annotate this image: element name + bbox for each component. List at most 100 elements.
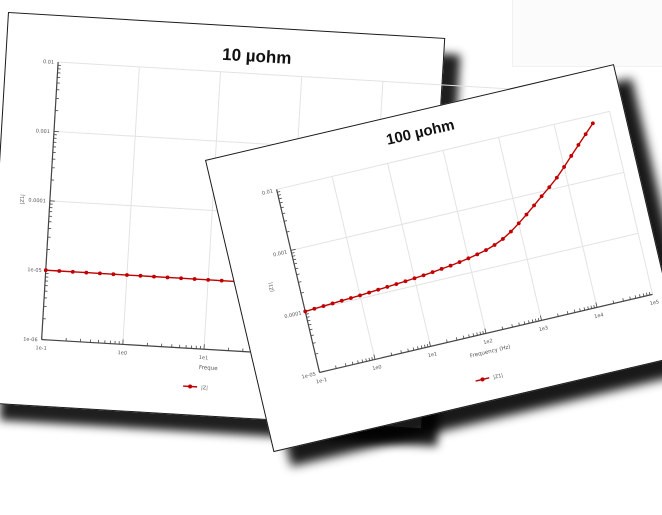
data-point <box>330 301 335 306</box>
data-point <box>84 270 89 275</box>
x-tick-mark <box>446 339 448 343</box>
data-point <box>466 256 471 261</box>
x-tick-mark <box>648 291 651 296</box>
x-tick-label: 1e1 <box>199 355 209 362</box>
x-tick-mark <box>361 359 364 363</box>
y-tick-mark <box>312 342 316 344</box>
y-tick-label: 0.01 <box>43 59 54 66</box>
x-tick-mark <box>455 337 458 341</box>
x-tick-mark <box>482 330 484 335</box>
x-tick-mark <box>365 358 367 362</box>
x-tick-label: 1e1 <box>427 351 438 359</box>
data-point <box>376 287 381 292</box>
chart-title: 10 µohm <box>222 45 292 68</box>
data-point <box>516 221 521 226</box>
x-tick-mark <box>539 315 542 321</box>
y-gridline <box>290 171 624 251</box>
data-point <box>165 275 170 280</box>
data-point <box>385 284 390 289</box>
x-tick-mark <box>318 367 320 373</box>
x-tick-mark <box>400 350 402 354</box>
x-gridline <box>498 137 543 321</box>
data-point <box>219 278 224 283</box>
x-tick-mark <box>357 360 359 364</box>
y-tick-mark <box>293 258 297 261</box>
data-point <box>312 306 317 311</box>
x-tick-label: 1e0 <box>372 364 383 372</box>
x-tick-mark <box>344 363 347 367</box>
x-tick-mark <box>593 304 595 309</box>
x-tick-mark <box>426 344 429 348</box>
x-tick-mark <box>424 344 426 348</box>
data-point <box>590 121 595 126</box>
data-point <box>111 272 116 277</box>
y-tick-mark <box>310 334 314 337</box>
data-point <box>206 277 211 282</box>
y-tick-mark <box>291 252 295 254</box>
x-tick-label: 1e2 <box>483 338 494 346</box>
y-tick-label: 0.0001 <box>284 310 302 320</box>
data-point <box>524 212 529 217</box>
data-point <box>500 237 505 241</box>
x-tick-mark <box>351 361 354 365</box>
x-tick-mark <box>511 324 513 328</box>
x-tick-mark <box>537 317 540 322</box>
x-tick-mark <box>573 309 576 313</box>
data-point <box>358 293 362 298</box>
x-tick-mark <box>523 321 526 325</box>
y-tick-label: 0.001 <box>273 249 288 258</box>
x-tick-mark <box>531 319 534 323</box>
x-tick-label: 1e4 <box>594 312 605 320</box>
x-gridline <box>442 150 487 334</box>
x-gridline <box>553 124 598 308</box>
x-tick-mark <box>484 328 487 334</box>
data-point <box>303 309 308 314</box>
x-tick-mark <box>579 308 581 312</box>
y-tick-mark <box>319 370 325 373</box>
data-point <box>97 271 102 276</box>
x-tick-mark <box>557 313 559 317</box>
y-tick-mark <box>277 191 281 193</box>
legend-swatch-point <box>188 384 193 389</box>
y-tick-mark <box>315 353 319 355</box>
x-axis-label: Freque <box>199 365 219 372</box>
x-tick-label: 1e5 <box>649 299 660 307</box>
y-gridline <box>58 61 546 92</box>
x-tick-mark <box>501 326 504 330</box>
x-tick-mark <box>590 305 593 309</box>
y-tick-mark <box>309 328 313 331</box>
data-point <box>152 274 156 279</box>
data-point <box>569 154 574 158</box>
y-tick-mark <box>290 248 296 251</box>
x-tick-mark <box>371 357 373 361</box>
data-point <box>509 229 513 234</box>
x-tick-mark <box>390 352 393 356</box>
data-point <box>439 266 444 271</box>
y-tick-mark <box>277 194 282 196</box>
data-point <box>547 185 552 190</box>
y-tick-label: 1e-06 <box>23 336 38 343</box>
y-tick-label: 0.01 <box>261 188 273 196</box>
y-axis-label: |Z1| <box>20 194 27 205</box>
x-tick-mark <box>646 292 648 296</box>
x-tick-label: 1e3 <box>538 325 549 333</box>
y-tick-mark <box>305 313 309 315</box>
x-tick-mark <box>566 311 569 315</box>
data-point <box>554 175 559 180</box>
data-point <box>394 282 399 286</box>
data-point <box>430 270 435 275</box>
x-tick-mark <box>634 295 637 299</box>
y-tick-mark <box>278 197 282 200</box>
x-gridline <box>331 176 376 360</box>
x-gridline <box>609 111 653 295</box>
x-tick-mark <box>587 306 589 310</box>
x-tick-mark <box>639 294 641 298</box>
x-tick-mark <box>468 334 470 338</box>
y-tick-label: 1e-05 <box>27 267 42 274</box>
x-tick-mark <box>629 296 631 300</box>
data-point <box>484 248 488 252</box>
y-tick-mark <box>294 262 298 265</box>
x-tick-mark <box>642 293 645 297</box>
data-point <box>539 194 544 199</box>
